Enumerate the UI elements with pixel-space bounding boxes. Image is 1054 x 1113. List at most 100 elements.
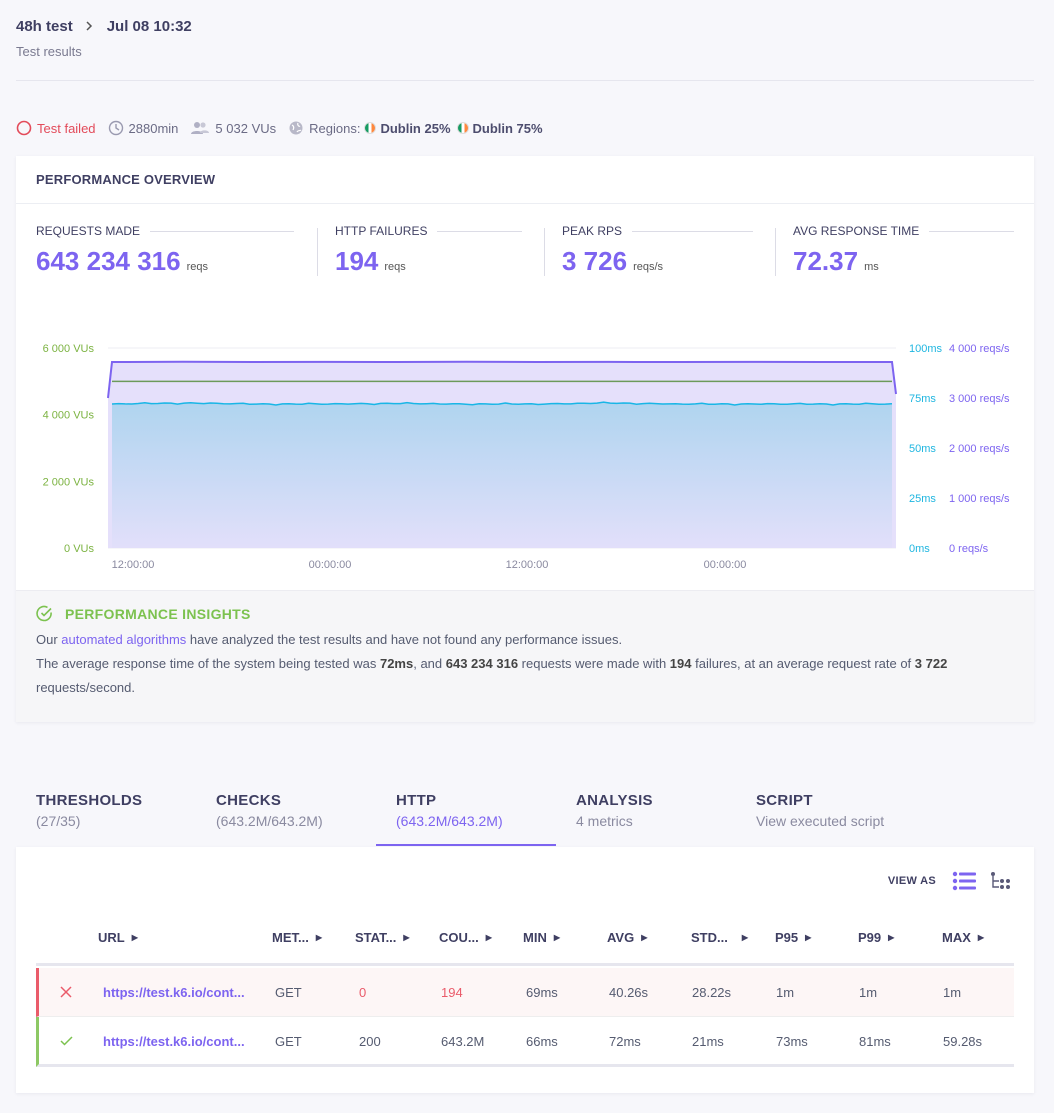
column-count[interactable]: COU... ▶ [439,927,492,947]
column-p95[interactable]: P95 ▶ [775,927,811,947]
tab-subtitle: (643.2M/643.2M) [216,813,323,829]
metric-divider [775,228,776,276]
cell-p95: 1m [776,984,795,1000]
table-row[interactable]: https://test.k6.io/cont... GET 200 643.2… [36,1017,1014,1067]
sort-arrow-icon: ▶ [315,932,322,942]
metric-label: AVG RESPONSE TIME [793,224,920,238]
insights-text-part: , and [413,656,446,671]
tab-title: CHECKS [216,792,282,809]
performance-overview-card: PERFORMANCE OVERVIEW REQUESTS MADE 643 2… [16,156,1034,722]
tab-analysis[interactable]: ANALYSIS 4 metrics [556,790,736,846]
check-circle-icon [36,605,53,622]
sort-arrow-icon: ▶ [888,932,895,942]
tab-thresholds[interactable]: THRESHOLDS (27/35) [16,790,196,846]
insights-text-part: requests were made with [518,656,670,671]
insights-text-part: have analyzed the test results and have … [186,632,623,647]
cell-status: 200 [359,1033,381,1049]
insights-requests: 643 234 316 [445,656,519,671]
response-time-line [111,401,893,406]
metric-label: HTTP FAILURES [335,224,428,238]
y-right-ms-tick-label: 25ms [909,493,936,505]
y-left-tick-label: 2 000 VUs [43,476,95,488]
cell-method: GET [275,984,302,1000]
column-label: MIN [523,929,547,945]
table-row[interactable]: https://test.k6.io/cont... GET 0 194 69m… [36,968,1014,1017]
test-vus: 5 032 VUs [190,120,276,136]
list-view-icon[interactable] [952,871,976,891]
request-rate-line [107,360,897,399]
cell-count: 194 [441,984,463,1000]
ireland-flag-icon [364,122,377,134]
y-left-tick-label: 0 VUs [64,543,94,555]
breadcrumb-test-link[interactable]: 48h test [16,17,73,35]
view-as-label: VIEW AS [887,875,936,887]
insights-text-part: The average response time of the system … [36,656,380,671]
results-tabs: THRESHOLDS (27/35) CHECKS (643.2M/643.2M… [16,790,916,846]
y-right-rps-tick-label: 4 000 reqs/s [949,343,1010,355]
cell-status: 0 [359,984,367,1000]
column-label: P95 [775,929,799,945]
column-label: STAT... [355,929,397,945]
tab-script[interactable]: SCRIPT View executed script [736,790,916,846]
y-right-rps-tick-label: 1 000 reqs/s [949,493,1010,505]
metric-value: 72.37 [793,246,859,276]
tree-view-icon[interactable] [990,871,1010,891]
success-check-icon [60,1017,73,1065]
region-1: Dublin 25% [380,120,451,136]
users-icon [190,120,210,136]
column-p99[interactable]: P99 ▶ [858,927,894,947]
breadcrumb: 48h test Jul 08 10:32 [16,14,1034,38]
insights-failures: 194 [669,656,692,671]
view-as-controls: VIEW AS [888,871,1010,891]
x-tick-label: 00:00:00 [309,559,352,571]
tab-subtitle: View executed script [756,813,885,829]
y-right-ms-tick-label: 0ms [909,543,930,555]
cell-avg: 40.26s [609,984,649,1000]
column-min[interactable]: MIN ▶ [523,927,560,947]
column-status[interactable]: STAT... ▶ [355,927,410,947]
cell-max: 1m [943,984,962,1000]
metric-divider [317,228,318,276]
x-tick-label: 12:00:00 [506,559,549,571]
vus-value: 5 032 VUs [215,120,277,136]
url-link[interactable]: https://test.k6.io/cont... [103,1033,245,1049]
tab-title: ANALYSIS [576,792,653,809]
tab-http[interactable]: HTTP (643.2M/643.2M) [376,790,556,846]
column-avg[interactable]: AVG ▶ [607,927,647,947]
globe-icon [288,120,304,136]
insights-text-part: requests/second. [36,680,136,695]
cell-method: GET [275,1033,302,1049]
y-left-tick-label: 6 000 VUs [43,343,95,355]
metric-unit: reqs/s [633,261,664,273]
metric-http-failures: HTTP FAILURES 194 reqs [335,224,522,277]
page-header: 48h test Jul 08 10:32 Test results [16,14,1034,60]
y-right-ms-tick-label: 100ms [909,343,943,355]
performance-chart[interactable]: 6 000 VUs 4 000 VUs 2 000 VUs 0 VUs 100ms 75m… [16,156,1034,590]
column-max[interactable]: MAX ▶ [942,927,984,947]
chevron-right-icon [85,19,93,34]
column-stddev[interactable]: STD... ▶ [691,927,748,947]
insights-text: Our automated algorithms have analyzed t… [36,628,1014,700]
metric-value: 643 234 316 [36,246,181,276]
url-link[interactable]: https://test.k6.io/cont... [103,984,245,1000]
cell-max: 59.28s [943,1033,983,1049]
tab-title: SCRIPT [756,792,813,809]
tab-subtitle: 4 metrics [576,813,633,829]
page-subtitle: Test results [16,44,82,59]
tab-subtitle: (27/35) [36,813,81,829]
column-method[interactable]: MET... ▶ [272,927,322,947]
metric-label: PEAK RPS [562,224,623,238]
column-url[interactable]: URL ▶ [98,927,138,947]
cell-p99: 81ms [859,1033,891,1049]
column-label: AVG [607,929,635,945]
fail-x-icon [60,968,72,1016]
cell-p95: 73ms [776,1033,808,1049]
insights-avg: 72ms [379,656,414,671]
column-label: P99 [858,929,882,945]
column-label: MET... [272,929,309,945]
test-status-bar: Test failed 2880min 5 032 VUs Regions: D… [16,118,555,138]
automated-algorithms-link[interactable]: automated algorithms [61,632,187,647]
test-duration: 2880min [108,120,178,136]
tab-checks[interactable]: CHECKS (643.2M/643.2M) [196,790,376,846]
insights-title-label: PERFORMANCE INSIGHTS [65,605,251,622]
